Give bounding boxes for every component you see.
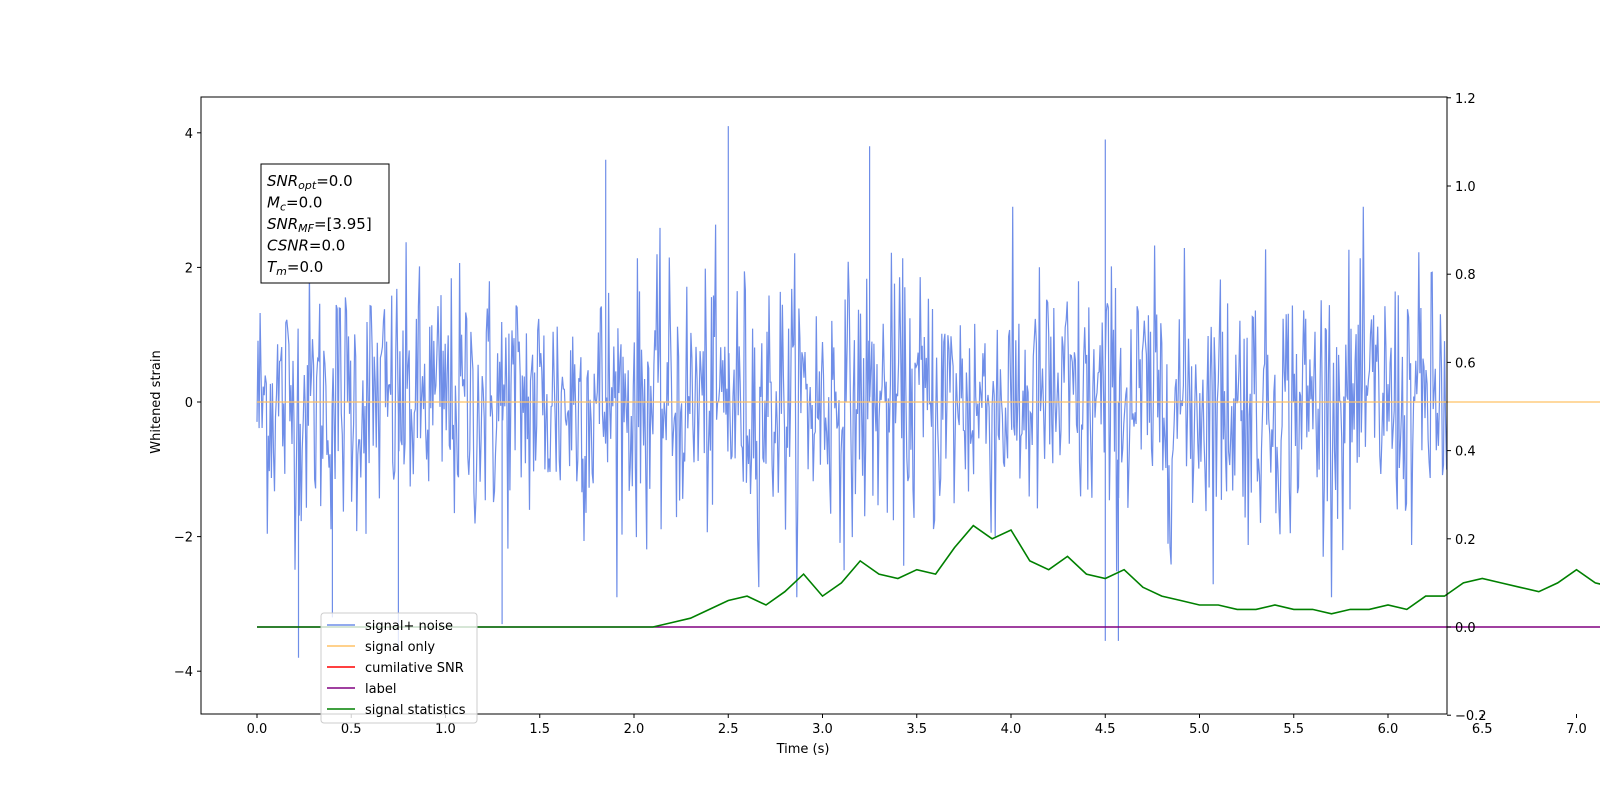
legend-frame: [320, 612, 478, 724]
annotation-frame: [260, 163, 390, 284]
x-tick-label: 2.0: [624, 722, 645, 737]
y-tick-label: 2: [185, 261, 193, 276]
x-tick-label: 5.0: [1189, 722, 1210, 737]
y2-tick-label: 0.8: [1455, 268, 1476, 283]
x-tick-label: 1.5: [529, 722, 550, 737]
x-tick-label: 3.5: [906, 722, 927, 737]
y2-tick-label: −0.2: [1455, 709, 1487, 724]
series-signal-statistics: [257, 524, 1600, 628]
axes-frame: [200, 96, 1448, 715]
annotation-line: CSNR=0.0: [267, 237, 345, 255]
x-tick-label: 0.5: [341, 722, 362, 737]
legend-entry-label: label: [365, 682, 396, 697]
x-tick-label: 5.5: [1283, 722, 1304, 737]
axes-layer: 0.0 0.5 1.0 1.5 2.0 2.5 3.0 3.5 4.0 4.5 5.0 5.5 6.0 6…: [174, 92, 1587, 737]
x-tick-label: 4.5: [1095, 722, 1116, 737]
x-tick-label: 6.0: [1378, 722, 1399, 737]
y2-tick-label: 1.2: [1455, 92, 1476, 107]
x-axis-label: Time (s): [776, 742, 830, 757]
y2-tick-label: 1.0: [1455, 180, 1476, 195]
annotation-line: Mc=0.0: [267, 194, 322, 214]
y-tick-label: −4: [174, 665, 193, 680]
legend-entry-label: signal only: [365, 640, 435, 655]
annotation-line: Tm=0.0: [267, 258, 323, 278]
annotation-line: SNRMF=[3.95]: [267, 215, 372, 235]
x-tick-label: 2.5: [718, 722, 739, 737]
y2-tick-label: 0.4: [1455, 445, 1476, 460]
y-tick-label: −2: [174, 531, 193, 546]
annotation-line: SNRopt=0.0: [267, 172, 353, 192]
x-tick-label: 6.5: [1472, 722, 1493, 737]
x-tick-label: 7.0: [1566, 722, 1587, 737]
y-axis-label: Whitened strain: [149, 350, 164, 453]
y2-tick-label: 0.6: [1455, 356, 1476, 371]
y2-tick-label: 0.0: [1455, 621, 1476, 636]
legend-entry-label: signal statistics: [365, 703, 466, 718]
series-layer: [256, 126, 1600, 658]
x-tick-label: 0.0: [247, 722, 268, 737]
legend-entry-label: signal+ noise: [365, 619, 453, 634]
y-tick-label: 0: [185, 396, 193, 411]
x-tick-label: 1.0: [435, 722, 456, 737]
y-tick-label: 4: [185, 127, 193, 142]
legend-entry-label: cumilative SNR: [365, 661, 464, 676]
y2-tick-label: 0.2: [1455, 533, 1476, 548]
legend: signal+ noise signal only cumilative SNR la…: [320, 612, 478, 724]
x-tick-label: 3.0: [812, 722, 833, 737]
series-signal-noise: [256, 126, 1447, 658]
x-tick-label: 4.0: [1001, 722, 1022, 737]
